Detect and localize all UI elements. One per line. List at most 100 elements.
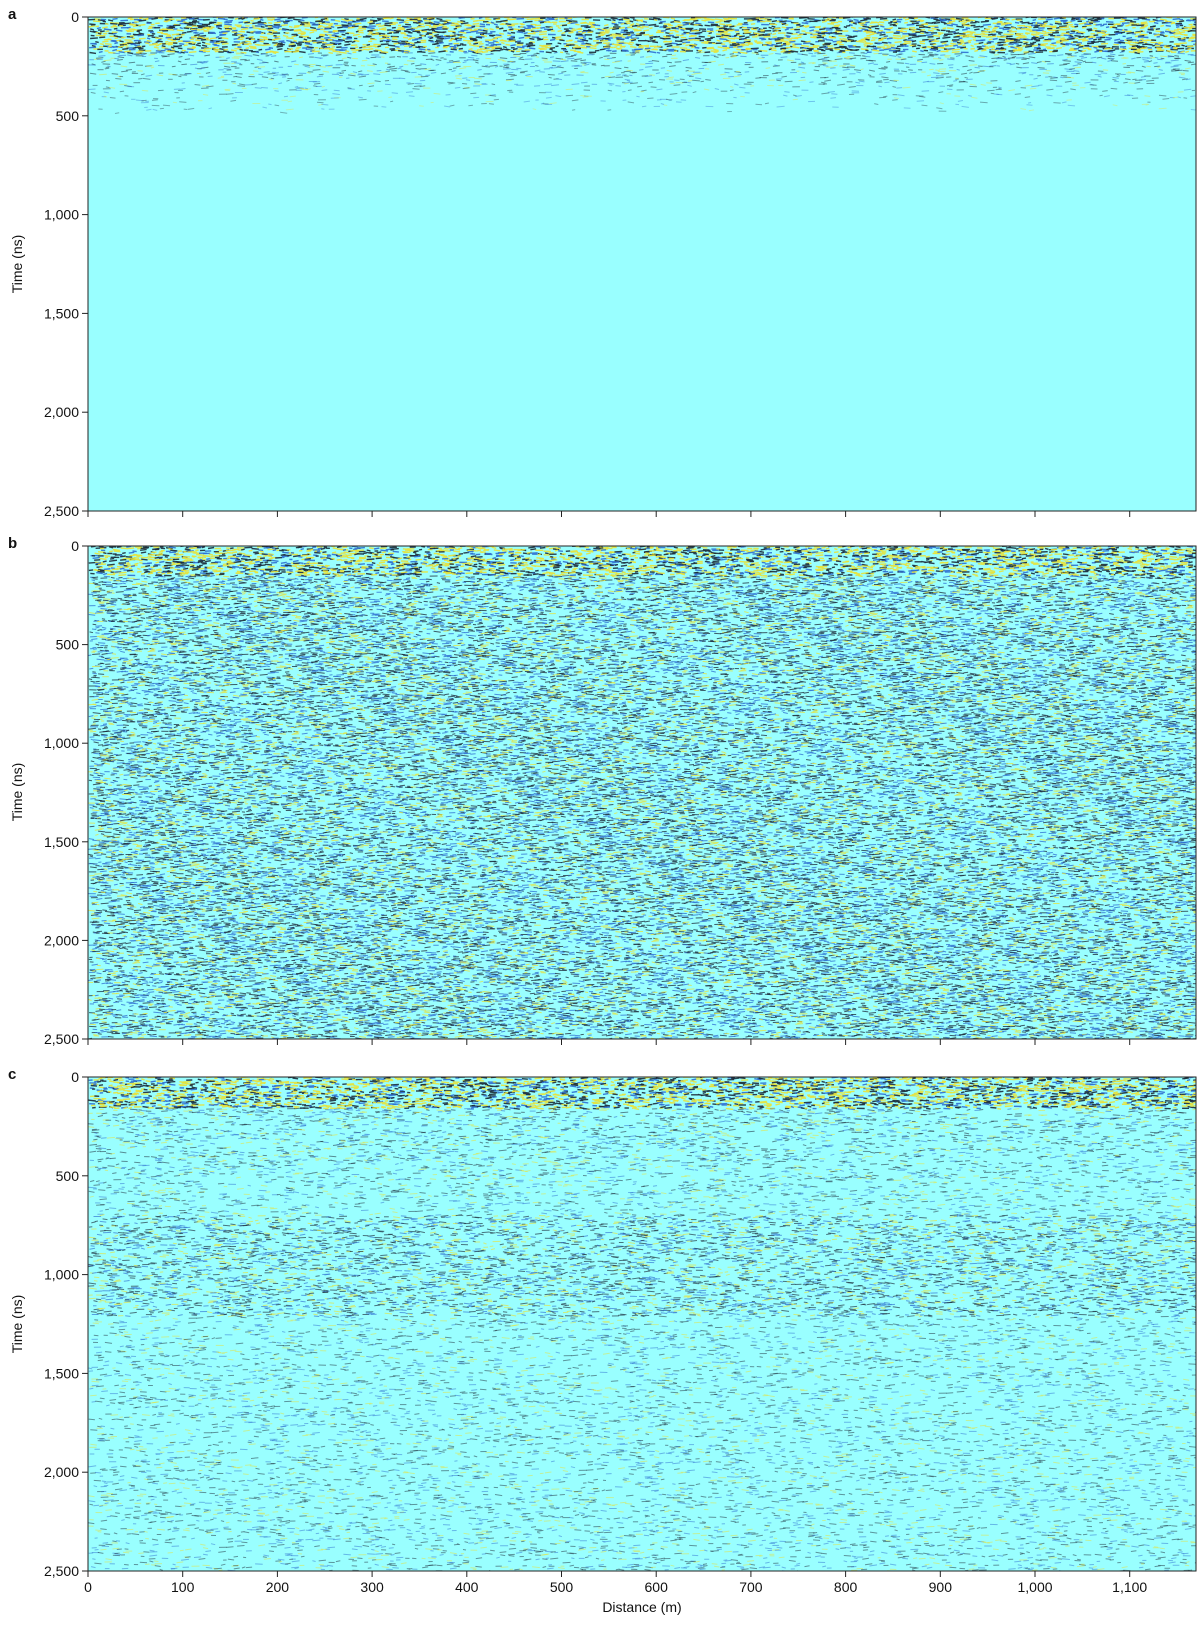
reflection-trace [540, 102, 545, 105]
reflection-trace [436, 44, 441, 47]
reflection-trace [967, 551, 976, 553]
reflection-trace [407, 83, 414, 85]
reflection-trace [834, 58, 843, 61]
reflection-trace [138, 49, 146, 52]
reflection-trace [146, 65, 154, 67]
reflection-trace [1003, 57, 1011, 60]
reflection-trace [648, 23, 657, 26]
reflection-trace [548, 76, 552, 79]
reflection-trace [785, 42, 791, 45]
reflection-trace [1059, 63, 1068, 66]
reflection-trace [414, 85, 422, 87]
reflection-trace [1063, 60, 1071, 62]
reflection-trace [1116, 23, 1121, 26]
reflection-trace [428, 26, 437, 28]
reflection-trace [808, 52, 814, 55]
reflection-trace [629, 82, 638, 85]
reflection-trace [1081, 39, 1089, 42]
reflection-trace [485, 57, 492, 60]
reflection-trace [570, 60, 578, 62]
reflection-trace [916, 20, 921, 23]
reflection-trace [474, 83, 482, 86]
reflection-trace [792, 44, 796, 47]
reflection-trace [122, 552, 126, 555]
reflection-trace [751, 28, 757, 31]
reflection-trace [388, 65, 395, 68]
reflection-trace [740, 546, 746, 548]
reflection-trace [631, 71, 638, 74]
reflection-trace [937, 551, 943, 553]
reflection-trace [1165, 20, 1172, 23]
reflection-trace [1038, 37, 1045, 40]
reflection-trace [916, 100, 925, 102]
reflection-trace [968, 95, 972, 97]
reflection-trace [396, 47, 401, 50]
reflection-trace [341, 18, 346, 21]
reflection-trace [251, 547, 259, 550]
reflection-trace [663, 104, 668, 106]
reflection-trace [191, 46, 197, 49]
reflection-trace [339, 51, 347, 54]
reflection-trace [965, 20, 971, 23]
reflection-trace [1193, 21, 1196, 24]
reflection-trace [372, 63, 377, 66]
reflection-trace [842, 68, 850, 71]
reflection-trace [705, 79, 711, 81]
reflection-trace [490, 49, 496, 53]
reflection-trace [1100, 24, 1105, 27]
reflection-trace [856, 71, 861, 74]
reflection-trace [415, 64, 422, 67]
reflection-trace [673, 50, 678, 53]
reflection-trace [494, 36, 503, 39]
reflection-trace [973, 25, 981, 28]
reflection-trace [1134, 548, 1142, 551]
reflection-trace [1150, 57, 1156, 59]
reflection-trace [403, 26, 412, 29]
reflection-trace [1023, 42, 1028, 45]
reflection-trace [208, 553, 213, 556]
reflection-trace [1176, 28, 1183, 31]
reflection-trace [404, 70, 411, 73]
reflection-trace [989, 65, 997, 67]
reflection-trace [510, 44, 516, 47]
reflection-trace [305, 88, 311, 91]
reflection-trace [524, 27, 531, 30]
reflection-trace [1122, 47, 1127, 50]
reflection-trace [319, 47, 324, 50]
reflection-trace [684, 19, 690, 21]
reflection-trace [417, 20, 424, 23]
reflection-trace [105, 30, 110, 33]
reflection-trace [821, 92, 830, 95]
reflection-trace [480, 34, 488, 37]
reflection-trace [920, 30, 927, 33]
reflection-trace [300, 30, 306, 34]
reflection-trace [962, 65, 968, 68]
reflection-trace [282, 551, 290, 554]
reflection-trace [495, 18, 501, 21]
reflection-trace [240, 26, 249, 29]
reflection-trace [939, 59, 944, 61]
reflection-trace [1158, 94, 1167, 97]
reflection-trace [1102, 90, 1108, 92]
reflection-trace [998, 88, 1002, 90]
reflection-trace [213, 44, 220, 47]
reflection-trace [233, 75, 237, 78]
reflection-trace [259, 61, 267, 64]
reflection-trace [99, 73, 107, 76]
reflection-trace [864, 550, 868, 553]
reflection-trace [674, 79, 680, 81]
reflection-trace [986, 550, 990, 553]
reflection-trace [1149, 55, 1154, 57]
reflection-trace [704, 549, 711, 552]
reflection-trace [561, 70, 567, 73]
reflection-trace [335, 54, 342, 56]
reflection-trace [1112, 550, 1120, 553]
reflection-trace [604, 24, 609, 27]
reflection-trace [145, 74, 153, 77]
reflection-trace [103, 95, 108, 98]
reflection-trace [798, 79, 806, 82]
reflection-trace [116, 546, 122, 548]
reflection-trace [174, 45, 182, 48]
reflection-trace [244, 21, 250, 24]
reflection-trace [667, 23, 672, 26]
